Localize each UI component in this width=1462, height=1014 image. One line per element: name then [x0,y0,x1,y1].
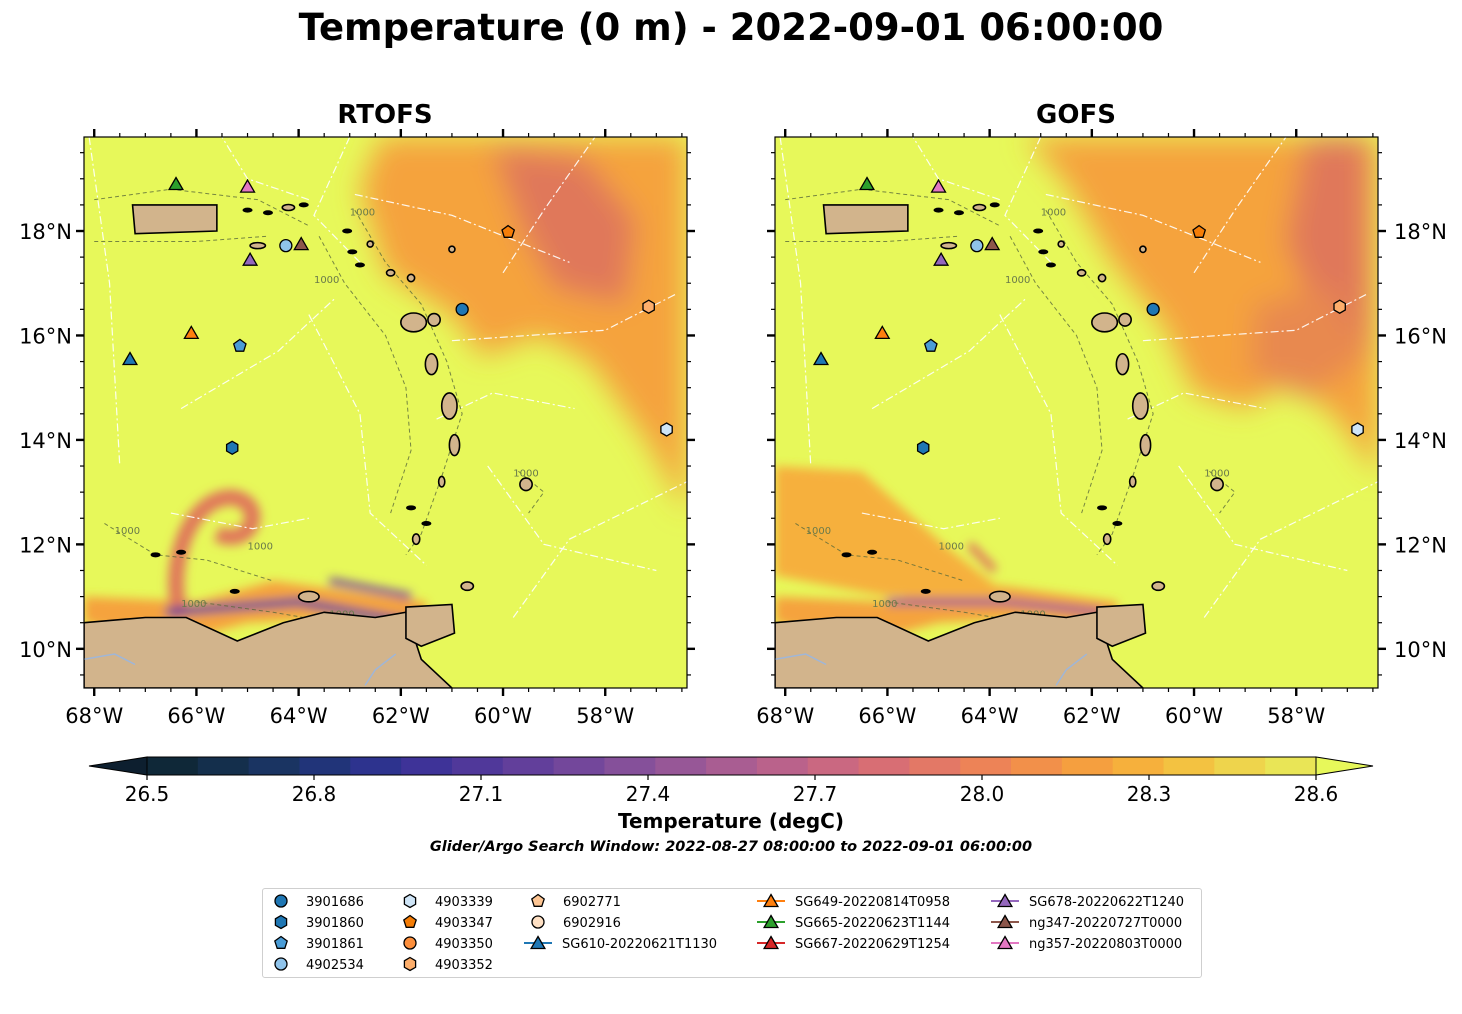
colorbar-tick-label: 27.4 [626,782,671,806]
legend: 3901686 3901860 3901861 4902534 4903339 49033… [262,888,1202,978]
legend-label: 3901686 [306,895,364,910]
colorbar-bin [452,757,503,775]
legend-entry: SG667-20220629T1254 [757,937,950,953]
colorbar-bin [706,757,757,775]
colorbar-bin [655,757,706,775]
colorbar-tick-label: 28.6 [1294,782,1339,806]
legend-entry: SG665-20220623T1144 [757,916,950,932]
colorbar-bin [198,757,249,775]
colorbar-bin [249,757,300,775]
legend-marker-pentagon [404,916,416,928]
colorbar-tick-label: 26.5 [125,782,170,806]
legend-entry: ng357-20220803T0000 [991,937,1182,953]
colorbar-tick-label: 27.1 [459,782,504,806]
legend-marker-hexagon [404,895,415,908]
legend-label: 6902771 [563,895,621,910]
legend-marker-circle [404,937,416,949]
colorbar-bin [757,757,808,775]
legend-label: 4902534 [306,958,364,973]
colorbar-bin [503,757,554,775]
colorbar-bin [1062,757,1113,775]
legend-entry: SG610-20220621T1130 [524,937,717,953]
legend-entry: SG678-20220622T1240 [991,895,1184,911]
legend-marker-circle [532,916,544,928]
legend-label: SG665-20220623T1144 [795,916,950,931]
legend-marker-hexagon [404,958,415,971]
colorbar-over-arrow [1316,757,1373,775]
legend-label: 3901860 [306,916,364,931]
colorbar-bins [147,757,1317,775]
legend-entry: 4903339 [404,895,493,911]
colorbar-bin [808,757,859,775]
legend-label: 4903350 [435,937,493,952]
colorbar-tick-label: 26.8 [292,782,337,806]
legend-entry: SG649-20220814T0958 [757,895,950,911]
colorbar-bin [1214,757,1265,775]
legend-label: 4903339 [435,895,493,910]
legend-entry: 6902771 [532,895,621,911]
search-window-text: Glider/Argo Search Window: 2022-08-27 08… [0,839,1462,855]
legend-marker-circle [275,895,287,907]
colorbar-bin [1265,757,1316,775]
colorbar-bin [604,757,655,775]
legend-entry: 4903347 [404,916,493,932]
legend-marker-circle [275,958,287,970]
colorbar-bin [859,757,910,775]
colorbar-bin [1164,757,1215,775]
legend-label: 4903352 [435,958,493,973]
colorbar-tick-label: 27.7 [793,782,838,806]
legend-marker-pentagon [275,937,287,949]
legend-entry: 4903350 [404,937,493,952]
legend-entry: 4903352 [404,958,493,974]
colorbar: 26.5 26.8 27.1 27.4 27.7 28.0 28.3 28.6 [0,0,1462,1014]
legend-label: 3901861 [306,937,364,952]
legend-label: SG678-20220622T1240 [1029,895,1184,910]
legend-label: 6902916 [563,916,621,931]
colorbar-bin [147,757,198,775]
colorbar-bin [401,757,452,775]
legend-entry: 6902916 [532,916,621,931]
colorbar-bin [554,757,605,775]
colorbar-label: Temperature (degC) [0,809,1462,833]
colorbar-ticks: 26.5 26.8 27.1 27.4 27.7 28.0 28.3 28.6 [125,775,1339,806]
legend-marker-hexagon [275,916,286,929]
colorbar-bin [299,757,350,775]
legend-label: SG667-20220629T1254 [795,937,950,952]
colorbar-bin [350,757,401,775]
legend-label: ng357-20220803T0000 [1029,937,1182,952]
colorbar-under-arrow [89,757,147,775]
legend-entry: 3901861 [275,937,364,953]
colorbar-bin [960,757,1011,775]
legend-entry: 3901686 [275,895,364,910]
legend-label: SG610-20220621T1130 [562,937,717,952]
legend-entries: 3901686 3901860 3901861 4902534 4903339 49033… [263,889,1201,977]
legend-entry: 4902534 [275,958,364,973]
colorbar-bin [1113,757,1164,775]
legend-label: 4903347 [435,916,493,931]
colorbar-bin [909,757,960,775]
colorbar-tick-label: 28.0 [960,782,1005,806]
legend-label: ng347-20220727T0000 [1029,916,1182,931]
colorbar-tick-label: 28.3 [1127,782,1172,806]
legend-marker-pentagon [532,895,544,907]
legend-entry: 3901860 [275,916,364,932]
colorbar-bin [1011,757,1062,775]
legend-entry: ng347-20220727T0000 [991,916,1182,932]
legend-label: SG649-20220814T0958 [795,895,950,910]
